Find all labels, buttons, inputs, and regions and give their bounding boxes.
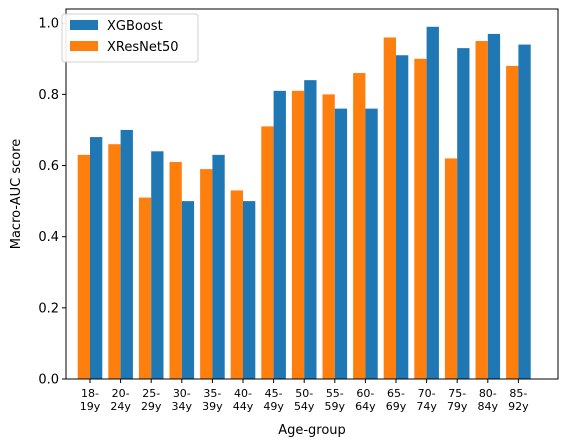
- x-tick-label: 55-: [326, 387, 344, 400]
- x-tick-label: 84y: [478, 400, 499, 413]
- x-tick-label: 69y: [386, 400, 407, 413]
- bar-xgboost-8: [334, 108, 348, 380]
- x-tick-label: 44y: [233, 400, 254, 413]
- bar-xgboost-6: [273, 90, 286, 379]
- x-tick-label: 54y: [294, 400, 315, 413]
- x-axis-ticks: 18-19y 20-24y 25-29y 30-34y 35-39y 40-44y 45-4…: [80, 379, 529, 413]
- bar-xgboost-1: [120, 129, 133, 379]
- bar-xresnet50-10: [383, 37, 396, 380]
- bar-xresnet50-2: [138, 197, 152, 379]
- x-tick-label: 60-: [356, 387, 374, 400]
- bar-xresnet50-5: [230, 190, 243, 379]
- bar-xresnet50-12: [444, 158, 458, 379]
- x-tick-label: 75-: [448, 387, 466, 400]
- y-axis-ticks: 0.0 0.2 0.4 0.6 0.8 1.0: [38, 17, 66, 388]
- x-tick-label: 39y: [202, 400, 223, 413]
- legend-swatch-xresnet50: [70, 41, 98, 51]
- bars-group: [77, 26, 531, 380]
- bar-xresnet50-6: [261, 126, 274, 380]
- x-tick-label: 29y: [141, 400, 162, 413]
- x-tick-label: 19y: [80, 400, 101, 413]
- x-tick-label: 65-: [387, 387, 405, 400]
- y-tick-label: 0.8: [38, 88, 59, 103]
- x-tick-label: 24y: [110, 400, 131, 413]
- bar-xresnet50-11: [414, 58, 427, 380]
- legend-swatch-xgboost: [70, 20, 98, 30]
- x-axis-label: Age-group: [278, 423, 346, 438]
- bar-xresnet50-3: [169, 161, 182, 379]
- bar-xgboost-3: [181, 201, 195, 379]
- legend: XGBoost XResNet50: [61, 13, 199, 63]
- bar-xgboost-13: [487, 33, 501, 380]
- x-tick-label: 80-: [479, 387, 497, 400]
- bar-xgboost-7: [304, 80, 317, 380]
- x-tick-label: 49y: [263, 400, 284, 413]
- x-tick-label: 40-: [234, 387, 252, 400]
- bar-xgboost-2: [151, 151, 164, 379]
- legend-label-xgboost: XGBoost: [107, 19, 163, 34]
- x-tick-label: 79y: [447, 400, 468, 413]
- plot-frame: [65, 8, 559, 380]
- bar-xresnet50-0: [77, 154, 90, 379]
- x-tick-label: 30-: [173, 387, 191, 400]
- y-tick-label: 0.4: [38, 230, 59, 245]
- x-tick-label: 34y: [172, 400, 193, 413]
- bar-xgboost-10: [396, 55, 409, 379]
- bar-xgboost-4: [212, 154, 225, 379]
- x-tick-label: 70-: [418, 387, 436, 400]
- y-tick-label: 1.0: [38, 17, 59, 32]
- bar-xgboost-5: [243, 201, 256, 379]
- x-tick-label: 45-: [265, 387, 283, 400]
- bar-xresnet50-9: [353, 73, 366, 379]
- x-tick-label: 64y: [355, 400, 376, 413]
- y-tick-label: 0.2: [38, 301, 59, 316]
- legend-label-xresnet50: XResNet50: [107, 40, 179, 55]
- x-tick-label: 20-: [112, 387, 130, 400]
- x-tick-label: 74y: [416, 400, 437, 413]
- x-tick-label: 92y: [508, 400, 529, 413]
- bar-xgboost-0: [90, 137, 103, 379]
- y-tick-label: 0.6: [38, 159, 59, 174]
- y-tick-label: 0.0: [38, 373, 59, 388]
- bar-xresnet50-7: [291, 90, 305, 379]
- bar-xresnet50-4: [200, 169, 213, 379]
- bar-xgboost-9: [365, 108, 378, 380]
- bar-xresnet50-13: [475, 41, 488, 380]
- bar-xresnet50-1: [108, 144, 121, 379]
- bar-xresnet50-8: [322, 94, 335, 379]
- bar-xgboost-11: [426, 26, 439, 379]
- x-tick-label: 18-: [81, 387, 99, 400]
- x-tick-label: 50-: [295, 387, 313, 400]
- bar-xgboost-14: [518, 44, 531, 379]
- bar-xresnet50-14: [506, 65, 519, 380]
- bar-xgboost-12: [457, 48, 470, 379]
- x-tick-label: 85-: [509, 387, 527, 400]
- x-tick-label: 35-: [203, 387, 221, 400]
- x-tick-label: 59y: [325, 400, 346, 413]
- y-axis-label: Macro-AUC score: [9, 139, 24, 250]
- x-tick-label: 25-: [142, 387, 160, 400]
